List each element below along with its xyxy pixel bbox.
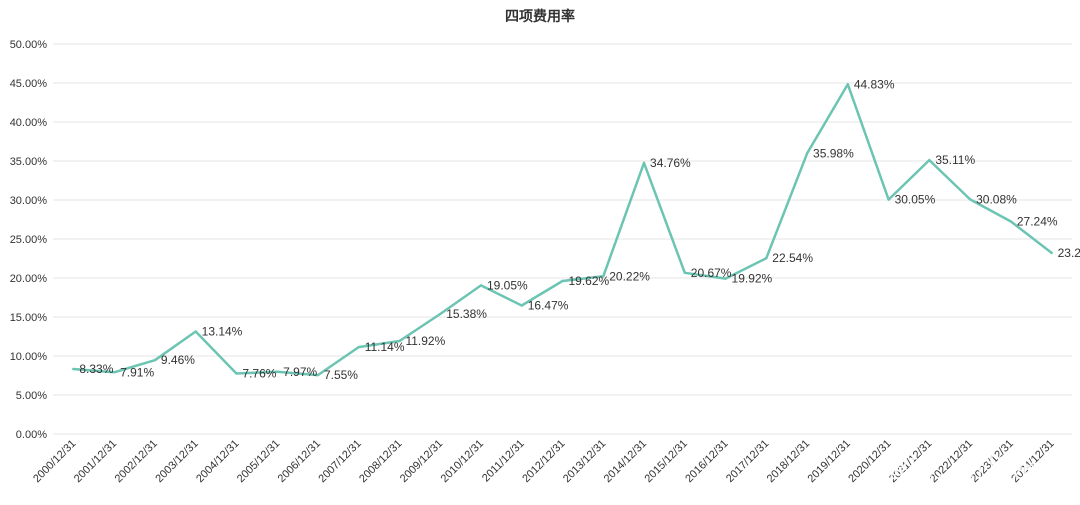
data-point	[765, 256, 768, 260]
x-tick-label: 2009/12/31	[398, 438, 445, 485]
data-label: 19.92%	[732, 272, 773, 286]
data-label: 23.22%	[1058, 246, 1080, 260]
data-point	[887, 198, 890, 201]
data-point	[72, 367, 75, 371]
data-point	[805, 152, 809, 155]
data-label: 7.76%	[242, 366, 276, 380]
x-tick-label: 2010/12/31	[439, 438, 486, 485]
data-label: 9.46%	[161, 353, 195, 367]
data-label: 7.91%	[120, 365, 154, 379]
data-point	[683, 271, 686, 274]
data-label: 11.92%	[405, 334, 445, 348]
x-tick-label: 2015/12/31	[642, 438, 689, 485]
data-point	[1009, 220, 1013, 223]
data-point	[642, 161, 646, 165]
data-point	[724, 277, 727, 280]
data-point	[112, 371, 116, 374]
y-tick-label: 45.00%	[10, 78, 48, 90]
data-label: 22.54%	[772, 251, 813, 265]
x-tick-label: 2016/12/31	[683, 438, 730, 485]
data-point	[316, 373, 320, 377]
chart-title: 四项费用率	[505, 9, 575, 25]
data-label: 8.33%	[79, 362, 113, 376]
y-tick-label: 50.00%	[10, 39, 48, 51]
x-tick-label: 2004/12/31	[194, 438, 241, 485]
watermark-text: 雪球：价投水水	[882, 455, 1064, 485]
y-tick-label: 35.00%	[10, 156, 48, 168]
x-tick-label: 2012/12/31	[520, 438, 567, 485]
x-tick-label: 2005/12/31	[235, 438, 282, 485]
data-point	[194, 330, 197, 333]
x-tick-label: 2001/12/31	[72, 438, 119, 485]
data-label: 19.62%	[569, 274, 610, 288]
data-point	[153, 359, 157, 362]
data-label: 27.24%	[1017, 215, 1058, 229]
data-label: 30.08%	[976, 192, 1017, 206]
x-tick-label: 2014/12/31	[602, 438, 649, 485]
data-point	[968, 198, 972, 201]
data-label: 20.22%	[609, 269, 650, 283]
y-tick-label: 25.00%	[10, 234, 48, 246]
data-point	[479, 284, 483, 287]
data-point	[357, 345, 360, 349]
data-label: 30.05%	[895, 193, 936, 207]
data-label: 16.47%	[528, 299, 569, 313]
x-tick-label: 2003/12/31	[153, 438, 200, 485]
data-label: 19.05%	[487, 278, 528, 292]
x-tick-label: 2000/12/31	[31, 438, 78, 485]
x-tick-label: 2017/12/31	[724, 438, 771, 485]
y-tick-label: 15.00%	[10, 312, 48, 324]
y-tick-label: 0.00%	[16, 429, 47, 441]
y-tick-label: 10.00%	[10, 351, 48, 363]
data-label: 7.55%	[324, 368, 358, 382]
data-point	[561, 279, 564, 283]
y-tick-label: 5.00%	[16, 390, 47, 402]
x-tick-label: 2008/12/31	[357, 438, 404, 485]
data-point	[928, 158, 931, 162]
x-tick-label: 2002/12/31	[113, 438, 160, 485]
x-tick-label: 2007/12/31	[316, 438, 363, 485]
x-tick-label: 2013/12/31	[561, 438, 608, 485]
data-point	[1050, 251, 1053, 255]
data-label: 15.38%	[446, 307, 487, 321]
y-tick-label: 40.00%	[10, 117, 48, 129]
x-tick-label: 2019/12/31	[806, 438, 853, 485]
data-point	[520, 304, 523, 307]
data-point	[235, 372, 238, 375]
data-point	[275, 370, 279, 374]
x-tick-label: 2006/12/31	[276, 438, 323, 485]
data-label: 11.14%	[365, 340, 405, 354]
data-point	[846, 83, 850, 86]
data-label: 35.11%	[935, 153, 975, 167]
x-tick-label: 2018/12/31	[765, 438, 812, 485]
data-label: 35.98%	[813, 146, 854, 160]
y-tick-label: 30.00%	[10, 195, 48, 207]
data-label: 13.14%	[202, 325, 243, 339]
data-point	[439, 312, 442, 316]
y-tick-label: 20.00%	[10, 273, 48, 285]
data-label: 20.67%	[691, 266, 732, 280]
data-point	[398, 339, 401, 343]
data-point	[602, 275, 605, 278]
data-label: 34.76%	[650, 156, 691, 170]
data-label: 7.97%	[283, 365, 317, 379]
data-label: 44.83%	[854, 77, 895, 91]
